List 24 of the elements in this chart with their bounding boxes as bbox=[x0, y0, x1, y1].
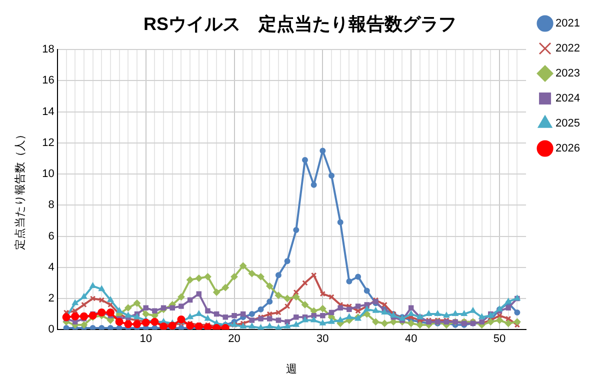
legend-label: 2021 bbox=[556, 18, 580, 30]
y-tick-label: 10 bbox=[42, 168, 54, 180]
x-tick-label: 40 bbox=[404, 333, 418, 346]
legend-label: 2023 bbox=[556, 68, 580, 80]
y-tick-label: 14 bbox=[42, 106, 54, 118]
chart-title: RSウイルス 定点当たり報告数グラフ bbox=[143, 14, 457, 34]
y-tick-label: 2 bbox=[48, 292, 54, 305]
y-tick-label: 18 bbox=[42, 44, 54, 56]
y-tick-label: 6 bbox=[48, 230, 54, 242]
x-tick-label: 10 bbox=[140, 333, 152, 346]
legend-label: 2026 bbox=[556, 142, 580, 155]
y-tick-label: 0 bbox=[48, 324, 54, 336]
legend-label: 2022 bbox=[556, 42, 580, 55]
y-tick-label: 8 bbox=[48, 199, 54, 212]
legend-label: 2024 bbox=[556, 92, 580, 105]
legend-label: 2025 bbox=[556, 118, 580, 130]
y-tick-label: 4 bbox=[48, 261, 54, 274]
x-tick-label: 20 bbox=[228, 333, 240, 346]
x-tick-label: 30 bbox=[316, 333, 329, 346]
y-tick-label: 12 bbox=[42, 136, 54, 149]
y-tick-label: 16 bbox=[42, 74, 54, 87]
x-tick-label: 50 bbox=[493, 333, 506, 346]
x-axis-title: 週 bbox=[286, 363, 298, 376]
y-axis-title: 定点当たり報告数（人） bbox=[14, 129, 27, 250]
